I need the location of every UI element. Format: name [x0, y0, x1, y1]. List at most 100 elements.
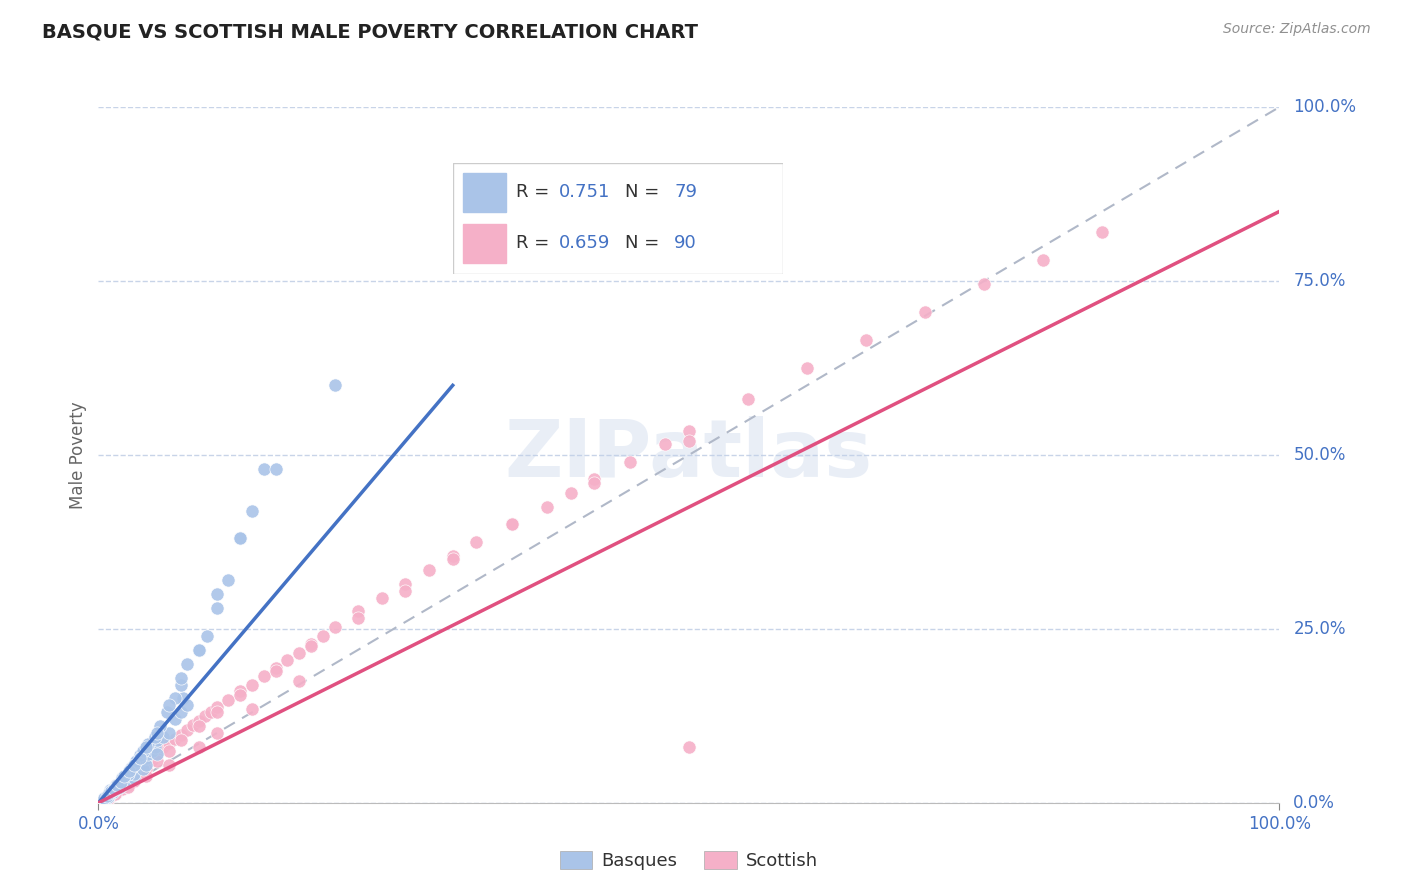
Point [205, 601, 228, 615]
Point [110, 775, 132, 789]
Text: R =: R = [516, 234, 554, 252]
Point [108, 781, 131, 796]
Point [98, 790, 121, 805]
Point [299, 639, 322, 653]
Point [122, 761, 145, 775]
Point [112, 776, 135, 790]
Point [152, 740, 174, 755]
Point [654, 437, 676, 451]
Point [97, 791, 120, 805]
Point [157, 698, 180, 713]
Point [156, 706, 179, 720]
Point [118, 764, 141, 779]
Point [125, 757, 148, 772]
Point [135, 740, 157, 755]
Point [229, 532, 252, 546]
Point [98, 788, 121, 802]
Point [276, 653, 298, 667]
Point [394, 576, 416, 591]
Point [323, 620, 346, 634]
Point [98, 789, 121, 803]
Point [128, 754, 150, 768]
Point [136, 747, 159, 761]
Point [143, 730, 166, 744]
Point [205, 587, 228, 601]
Point [583, 475, 606, 490]
Point [112, 769, 135, 783]
Point [501, 517, 523, 532]
Point [98, 786, 121, 800]
Point [122, 769, 145, 783]
Text: R =: R = [516, 183, 554, 201]
Point [165, 731, 187, 746]
Point [105, 778, 128, 792]
Point [253, 462, 276, 476]
Point [229, 684, 252, 698]
Text: BASQUE VS SCOTTISH MALE POVERTY CORRELATION CHART: BASQUE VS SCOTTISH MALE POVERTY CORRELAT… [42, 22, 699, 41]
Point [135, 757, 157, 772]
Point [122, 757, 145, 772]
Point [121, 761, 143, 775]
Point [441, 552, 464, 566]
Point [146, 754, 169, 768]
Point [97, 789, 120, 804]
Point [288, 674, 311, 689]
Point [96, 789, 118, 803]
Point [97, 791, 120, 805]
Point [108, 776, 131, 790]
Point [217, 573, 239, 587]
Point [796, 360, 818, 375]
Point [172, 691, 194, 706]
Point [93, 791, 115, 805]
Point [170, 706, 193, 720]
Point [347, 611, 370, 625]
Point [143, 740, 166, 755]
Text: 50.0%: 50.0% [1294, 446, 1346, 464]
Point [112, 777, 135, 791]
Point [93, 791, 115, 805]
Point [111, 772, 134, 786]
Point [103, 781, 125, 796]
Point [111, 778, 134, 792]
Point [323, 378, 346, 392]
Bar [463, 173, 506, 211]
Point [117, 780, 139, 795]
Point [914, 305, 936, 319]
Point [181, 718, 204, 732]
Point [737, 392, 759, 407]
Point [678, 434, 700, 448]
Point [187, 642, 209, 657]
Text: 75.0%: 75.0% [1294, 272, 1346, 290]
Point [117, 775, 139, 789]
Point [583, 472, 606, 486]
Point [108, 780, 131, 795]
Point [135, 750, 157, 764]
Point [121, 772, 143, 786]
Point [105, 780, 128, 795]
Point [264, 462, 287, 476]
Point [111, 772, 134, 786]
Point [441, 549, 464, 563]
Text: 0.659: 0.659 [558, 234, 610, 252]
Point [125, 766, 148, 780]
Point [205, 706, 228, 720]
Point [560, 486, 582, 500]
Point [100, 784, 122, 798]
Point [143, 748, 166, 763]
Point [176, 657, 198, 671]
Point [101, 786, 124, 800]
Point [312, 629, 335, 643]
Point [195, 629, 218, 643]
Legend: Basques, Scottish: Basques, Scottish [553, 844, 825, 877]
Point [128, 768, 150, 782]
Point [240, 503, 263, 517]
Point [157, 726, 180, 740]
Text: 25.0%: 25.0% [1294, 620, 1346, 638]
Point [205, 699, 228, 714]
Point [122, 766, 145, 780]
Point [205, 726, 228, 740]
Point [217, 693, 239, 707]
Point [98, 785, 121, 799]
FancyBboxPatch shape [453, 162, 783, 274]
Text: N =: N = [624, 183, 665, 201]
